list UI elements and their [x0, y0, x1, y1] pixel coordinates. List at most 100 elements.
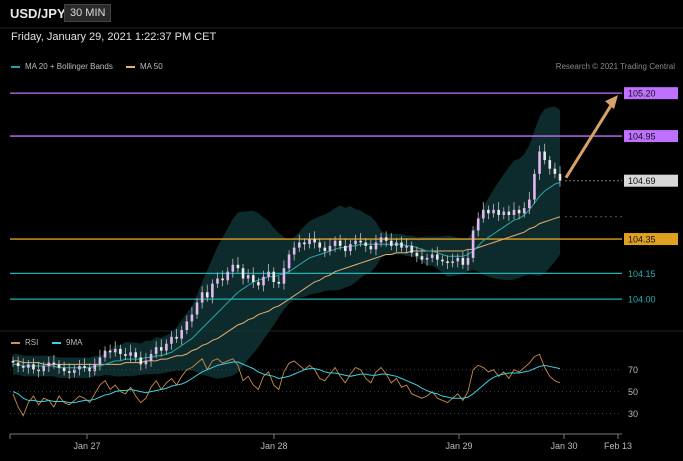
- legend-swatch: [126, 65, 135, 68]
- candle: [251, 267, 255, 288]
- x-tick-label: Jan 30: [550, 441, 577, 451]
- candle-body: [338, 240, 342, 246]
- candle: [482, 202, 485, 223]
- candle-body: [231, 264, 235, 272]
- candle: [461, 251, 465, 270]
- candle-body: [226, 271, 230, 281]
- candle-body: [410, 245, 414, 253]
- price-tag-label: 105.20: [628, 89, 656, 99]
- candle: [175, 329, 178, 343]
- legend-ma20-bollinger: MA 20 + Bollinger Bands: [11, 62, 113, 71]
- candle: [533, 169, 536, 204]
- price-tag-bg: [624, 130, 678, 143]
- candle-body: [343, 245, 347, 252]
- candle: [257, 277, 260, 290]
- candle-body: [548, 160, 552, 169]
- candle-body: [441, 259, 444, 262]
- candle: [328, 238, 332, 256]
- legend-swatch: [52, 341, 61, 344]
- candle-body: [436, 254, 439, 260]
- candle-body: [430, 254, 434, 258]
- candle-body: [149, 354, 153, 361]
- candle-body: [108, 350, 112, 353]
- candle: [400, 236, 403, 252]
- candle-body: [62, 367, 66, 372]
- candle: [548, 155, 552, 175]
- legend-swatch: [11, 65, 20, 68]
- candle: [11, 356, 15, 367]
- candle-body: [175, 336, 178, 339]
- candle-body: [129, 352, 132, 356]
- candle-body: [487, 209, 490, 214]
- candle-body: [349, 244, 352, 252]
- candle: [512, 202, 516, 220]
- candle-body: [267, 271, 270, 277]
- x-tick-label: Jan 28: [260, 441, 287, 451]
- candle: [292, 241, 296, 261]
- candle: [343, 238, 347, 258]
- candle-body: [359, 240, 362, 243]
- candle-body: [287, 254, 291, 269]
- candle-body: [318, 242, 322, 248]
- candle-body: [400, 242, 403, 248]
- rsi-level-label: 70: [628, 365, 638, 375]
- candle-body: [558, 173, 562, 181]
- interval-button[interactable]: 30 MIN: [64, 4, 112, 22]
- candle: [553, 162, 557, 179]
- candle: [42, 361, 45, 376]
- candle: [502, 207, 506, 220]
- candle-body: [37, 369, 40, 372]
- candle-body: [425, 257, 429, 260]
- candle: [359, 233, 362, 247]
- candle: [149, 349, 153, 367]
- candle-body: [205, 292, 209, 298]
- candle-body: [52, 362, 56, 365]
- candle: [487, 205, 490, 220]
- candle: [57, 360, 61, 374]
- forecast-arrow-shaft: [564, 101, 615, 179]
- rsi-line: [12, 353, 561, 417]
- candle: [323, 241, 327, 258]
- price-tag-label: 104.00: [628, 295, 656, 305]
- candle-body: [533, 173, 536, 200]
- candle: [436, 246, 439, 266]
- candle: [88, 363, 91, 378]
- candle-body: [292, 247, 296, 255]
- candle-body: [538, 151, 541, 174]
- candle-body: [282, 268, 286, 284]
- symbol-label: USD/JPY: [10, 6, 66, 21]
- price-tag-104.69: 104.69: [624, 174, 678, 187]
- candle: [47, 356, 51, 373]
- candle-body: [134, 352, 137, 358]
- candle: [27, 360, 30, 374]
- candle-body: [502, 211, 506, 216]
- timestamp: Friday, January 29, 2021 1:22:37 PM CET: [11, 31, 217, 43]
- candle-body: [200, 292, 204, 303]
- candle-body: [471, 230, 475, 258]
- candle-body: [272, 271, 276, 282]
- candle: [113, 341, 117, 357]
- candle-body: [211, 283, 214, 298]
- candle: [441, 255, 444, 266]
- candle: [246, 269, 250, 283]
- candle: [430, 248, 434, 263]
- candle: [379, 233, 383, 247]
- forecast-arrow-head: [605, 95, 618, 110]
- candle-body: [451, 261, 454, 264]
- candle-body: [83, 366, 86, 368]
- candle-body: [461, 257, 465, 265]
- candle-body: [113, 348, 117, 353]
- candle: [159, 339, 163, 357]
- legend-9ma: 9MA: [52, 338, 82, 347]
- candle: [558, 166, 562, 187]
- candle-body: [497, 209, 500, 216]
- candle: [78, 360, 81, 376]
- candle: [170, 330, 173, 350]
- x-tick-label: Jan 29: [445, 441, 472, 451]
- candle-body: [303, 242, 306, 245]
- candle: [517, 205, 521, 220]
- candle: [297, 234, 301, 252]
- candle: [200, 286, 204, 309]
- research-credit: Research © 2021 Trading Central: [555, 62, 675, 71]
